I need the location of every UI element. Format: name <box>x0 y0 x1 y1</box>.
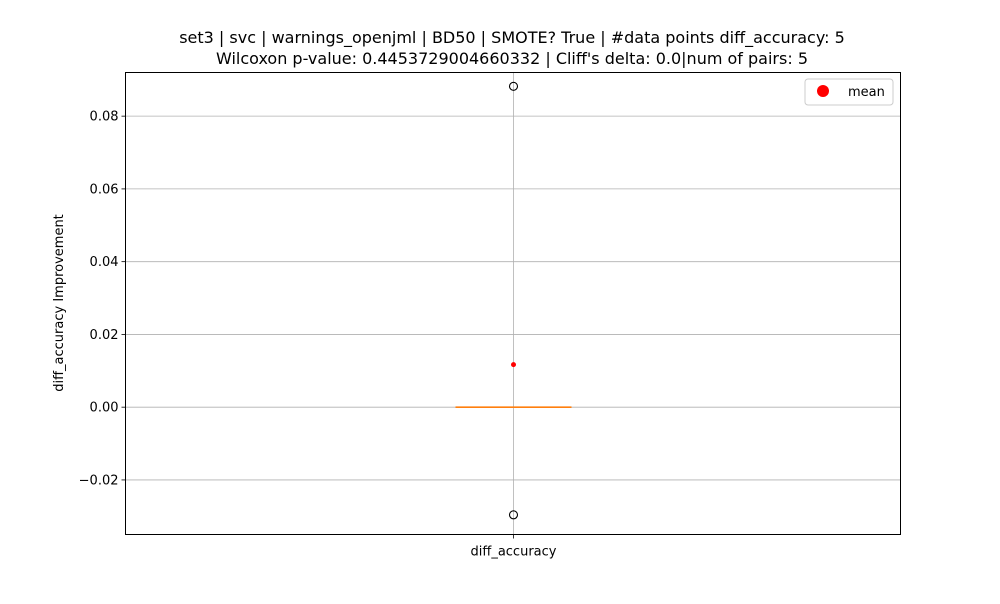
grid-lines <box>126 73 901 535</box>
chart-title-line-2: Wilcoxon p-value: 0.4453729004660332 | C… <box>216 49 808 68</box>
y-tick-label: 0.02 <box>90 328 119 343</box>
y-axis-label: diff_accuracy Improvement <box>52 214 67 392</box>
y-tick-label: −0.02 <box>79 473 119 488</box>
plot-area-frame <box>126 73 901 535</box>
chart-title-line-1: set3 | svc | warnings_openjml | BD50 | S… <box>179 28 845 48</box>
y-tick-label: 0.04 <box>90 255 119 270</box>
legend-mean-label: mean <box>848 85 885 100</box>
x-tick-label: diff_accuracy <box>471 545 557 560</box>
y-tick-label: 0.06 <box>90 182 119 197</box>
y-tick-label: 0.08 <box>90 110 119 125</box>
y-tick-label: 0.00 <box>90 401 119 416</box>
legend-mean-marker <box>817 85 829 97</box>
mean-point <box>511 362 516 367</box>
legend: mean <box>805 79 893 105</box>
